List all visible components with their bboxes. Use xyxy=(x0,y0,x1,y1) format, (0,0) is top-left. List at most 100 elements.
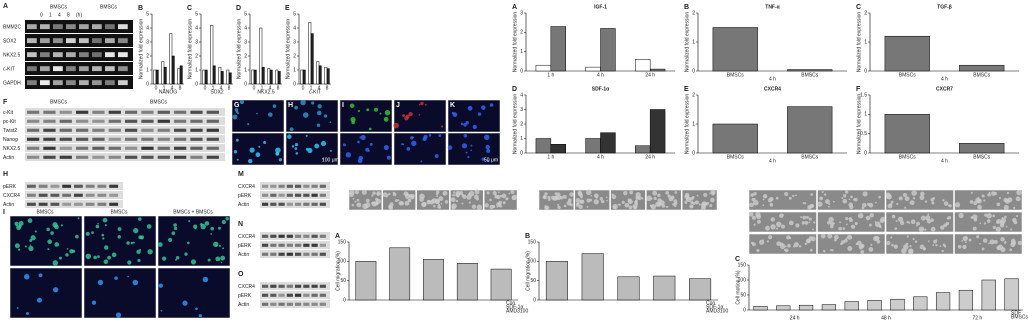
cell xyxy=(770,217,775,222)
blot-band xyxy=(286,202,293,206)
cell xyxy=(91,300,97,305)
cell xyxy=(939,245,942,248)
cell xyxy=(756,214,761,220)
cell xyxy=(418,114,421,116)
cell xyxy=(77,217,80,220)
cell xyxy=(102,217,108,223)
x-tick-label: 8 xyxy=(228,85,231,91)
cell xyxy=(979,242,981,245)
blot-band xyxy=(286,243,293,247)
cell xyxy=(204,221,210,226)
blot-band xyxy=(109,202,119,206)
cell xyxy=(428,134,432,137)
cell xyxy=(987,192,991,197)
cell xyxy=(600,199,605,204)
x-tick-label: 1 xyxy=(163,85,166,91)
cell xyxy=(968,238,972,242)
blot-band xyxy=(295,284,302,288)
blot-band xyxy=(295,293,302,297)
cell xyxy=(408,195,410,198)
cell xyxy=(311,101,315,105)
cell xyxy=(659,200,665,206)
blot-band xyxy=(85,184,95,188)
blot-band xyxy=(303,234,310,238)
blot-band xyxy=(157,146,170,150)
cell xyxy=(674,191,678,194)
y-axis-label: Normalized fold expression xyxy=(285,19,291,80)
bar xyxy=(326,68,330,85)
x-tick-label: 4 xyxy=(220,85,223,91)
blot-band xyxy=(59,155,72,159)
micrograph xyxy=(83,267,157,319)
cell xyxy=(210,233,212,235)
cell xyxy=(351,203,355,207)
blot-band xyxy=(286,302,293,306)
cell xyxy=(484,203,489,208)
y-tick-label: 4 xyxy=(520,92,523,98)
blot-band xyxy=(97,202,107,206)
x-tick-label: 4 h xyxy=(597,72,604,78)
y-tick-label: 1 xyxy=(520,49,523,55)
cell xyxy=(404,116,409,121)
cell xyxy=(349,103,355,109)
bar xyxy=(210,24,214,85)
cell xyxy=(357,140,360,144)
cell xyxy=(440,202,443,205)
blot-band xyxy=(286,252,293,256)
blot-row-label: Actin xyxy=(238,252,249,258)
blot-band xyxy=(319,284,326,288)
cell xyxy=(710,189,716,195)
cell xyxy=(426,199,432,205)
time-label: (h) xyxy=(76,12,82,18)
bar xyxy=(821,304,837,311)
blot-band xyxy=(79,24,89,30)
cell xyxy=(875,221,881,228)
blot-row-label: CXCR4 xyxy=(3,193,20,199)
cell xyxy=(983,222,987,225)
micrograph xyxy=(9,267,83,319)
cell xyxy=(127,260,132,265)
cell xyxy=(210,226,215,231)
blot-band xyxy=(286,193,293,197)
cell xyxy=(981,194,985,198)
blot-band xyxy=(311,302,318,306)
cell xyxy=(213,241,219,247)
blot-band xyxy=(62,184,72,188)
cell xyxy=(972,214,978,220)
blot-band xyxy=(43,110,56,114)
blot-band xyxy=(125,128,138,132)
blot-band xyxy=(59,146,72,150)
cell xyxy=(422,202,425,205)
cell xyxy=(305,134,308,137)
cell xyxy=(362,203,368,210)
cell xyxy=(195,307,198,311)
blot-band xyxy=(66,52,76,58)
cell xyxy=(812,228,814,231)
cell xyxy=(611,194,617,200)
cell xyxy=(979,222,982,225)
cell xyxy=(263,140,267,145)
cell xyxy=(489,198,492,202)
blot-band xyxy=(157,155,170,159)
cell xyxy=(586,205,589,208)
y-axis-label: Normalized fold expression xyxy=(187,19,193,80)
cell xyxy=(870,243,873,246)
condition-label: Con xyxy=(506,300,515,306)
cell xyxy=(1007,197,1013,203)
cell xyxy=(627,198,632,203)
blot-band xyxy=(262,302,269,306)
cell xyxy=(550,195,555,200)
cell xyxy=(465,151,468,154)
blot-band xyxy=(53,66,63,72)
cell xyxy=(792,245,796,248)
cell xyxy=(986,219,991,223)
cell xyxy=(945,221,950,226)
micrograph xyxy=(339,99,393,133)
blot-band xyxy=(50,193,60,197)
blot-band xyxy=(319,252,326,256)
cell xyxy=(703,192,708,198)
blot-band xyxy=(262,252,269,256)
bar xyxy=(787,69,833,72)
cell xyxy=(770,224,776,230)
y-tick-label: 4 xyxy=(293,25,296,31)
